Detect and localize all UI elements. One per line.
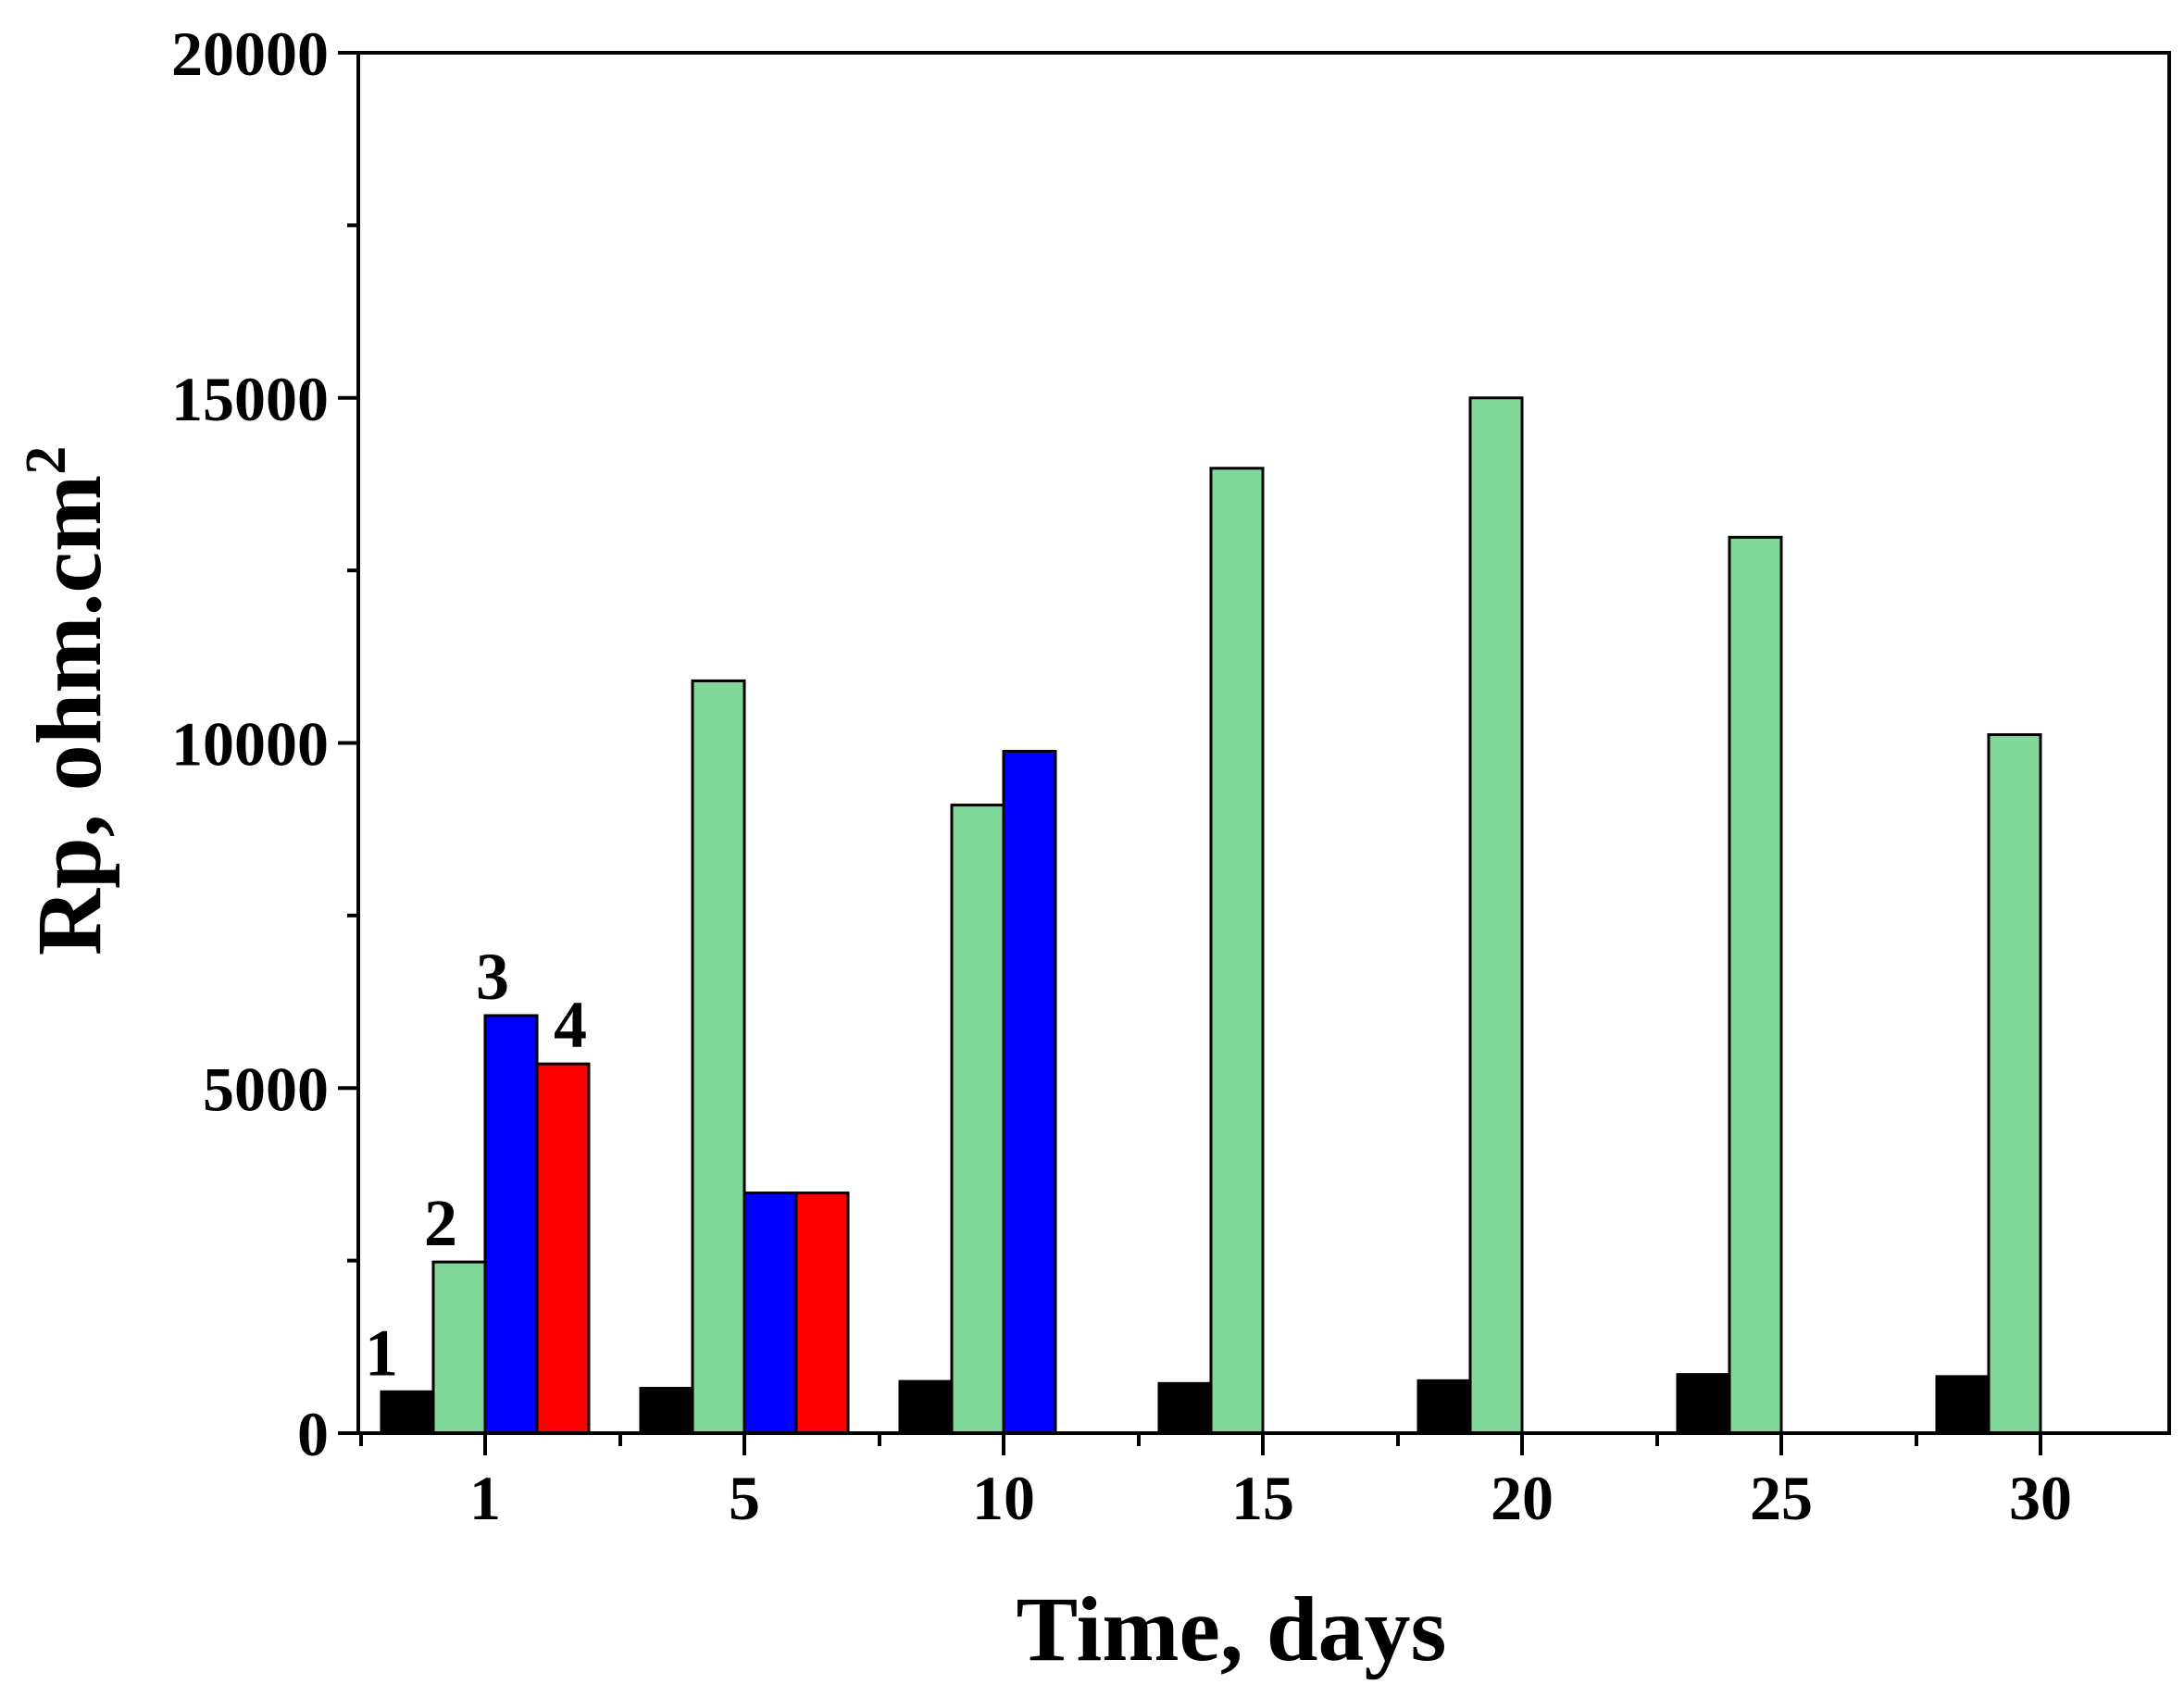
x-tick-label: 30 [2009, 1463, 2072, 1533]
x-tick-label: 20 [1491, 1463, 1554, 1533]
x-tick-label: 1 [469, 1463, 501, 1533]
y-tick-label: 10000 [171, 709, 329, 780]
series-label-1: 1 [365, 1316, 398, 1390]
bar-series-4-day-5 [794, 1192, 850, 1435]
bar-series-2-day-20 [1468, 396, 1524, 1435]
bar-series-2-day-1 [431, 1260, 487, 1435]
x-tick-label: 25 [1750, 1463, 1813, 1533]
x-tick-label: 5 [729, 1463, 760, 1533]
bar-series-1-day-10 [898, 1379, 954, 1435]
bar-series-2-day-30 [1987, 733, 2042, 1435]
bar-series-3-day-5 [743, 1192, 798, 1435]
bar-series-2-day-5 [691, 679, 746, 1435]
x-axis-title: Time, days [1017, 1578, 1447, 1680]
bar-series-2-day-10 [950, 804, 1005, 1435]
series-label-4: 4 [554, 988, 587, 1062]
x-tick-label: 15 [1231, 1463, 1294, 1533]
series-label-3: 3 [476, 940, 509, 1014]
bar-series-1-day-1 [380, 1390, 435, 1435]
bar-series-4-day-1 [535, 1062, 591, 1435]
series-label-2: 2 [424, 1186, 457, 1260]
bar-series-2-day-15 [1209, 467, 1265, 1435]
y-axis-title-superscript: 2 [15, 446, 78, 475]
y-axis-title-text: Rp, ohm.cm [18, 475, 120, 955]
bars-layer [380, 396, 2042, 1435]
bar-series-2-day-25 [1728, 535, 1783, 1435]
bar-series-1-day-30 [1935, 1375, 1991, 1435]
bar-series-1-day-15 [1157, 1381, 1213, 1435]
bar-series-1-day-5 [639, 1387, 694, 1435]
bar-series-3-day-10 [1002, 749, 1057, 1435]
bar-series-1-day-25 [1676, 1373, 1731, 1435]
y-tick-label: 0 [297, 1399, 329, 1469]
y-tick-label: 15000 [171, 364, 329, 434]
y-axis-title: Rp, ohm.cm2 [15, 446, 120, 955]
bar-series-1-day-20 [1416, 1379, 1472, 1435]
bar-series-3-day-1 [483, 1014, 539, 1435]
y-tick-label: 20000 [171, 19, 329, 89]
y-tick-label: 5000 [203, 1054, 329, 1124]
x-tick-label: 10 [972, 1463, 1035, 1533]
